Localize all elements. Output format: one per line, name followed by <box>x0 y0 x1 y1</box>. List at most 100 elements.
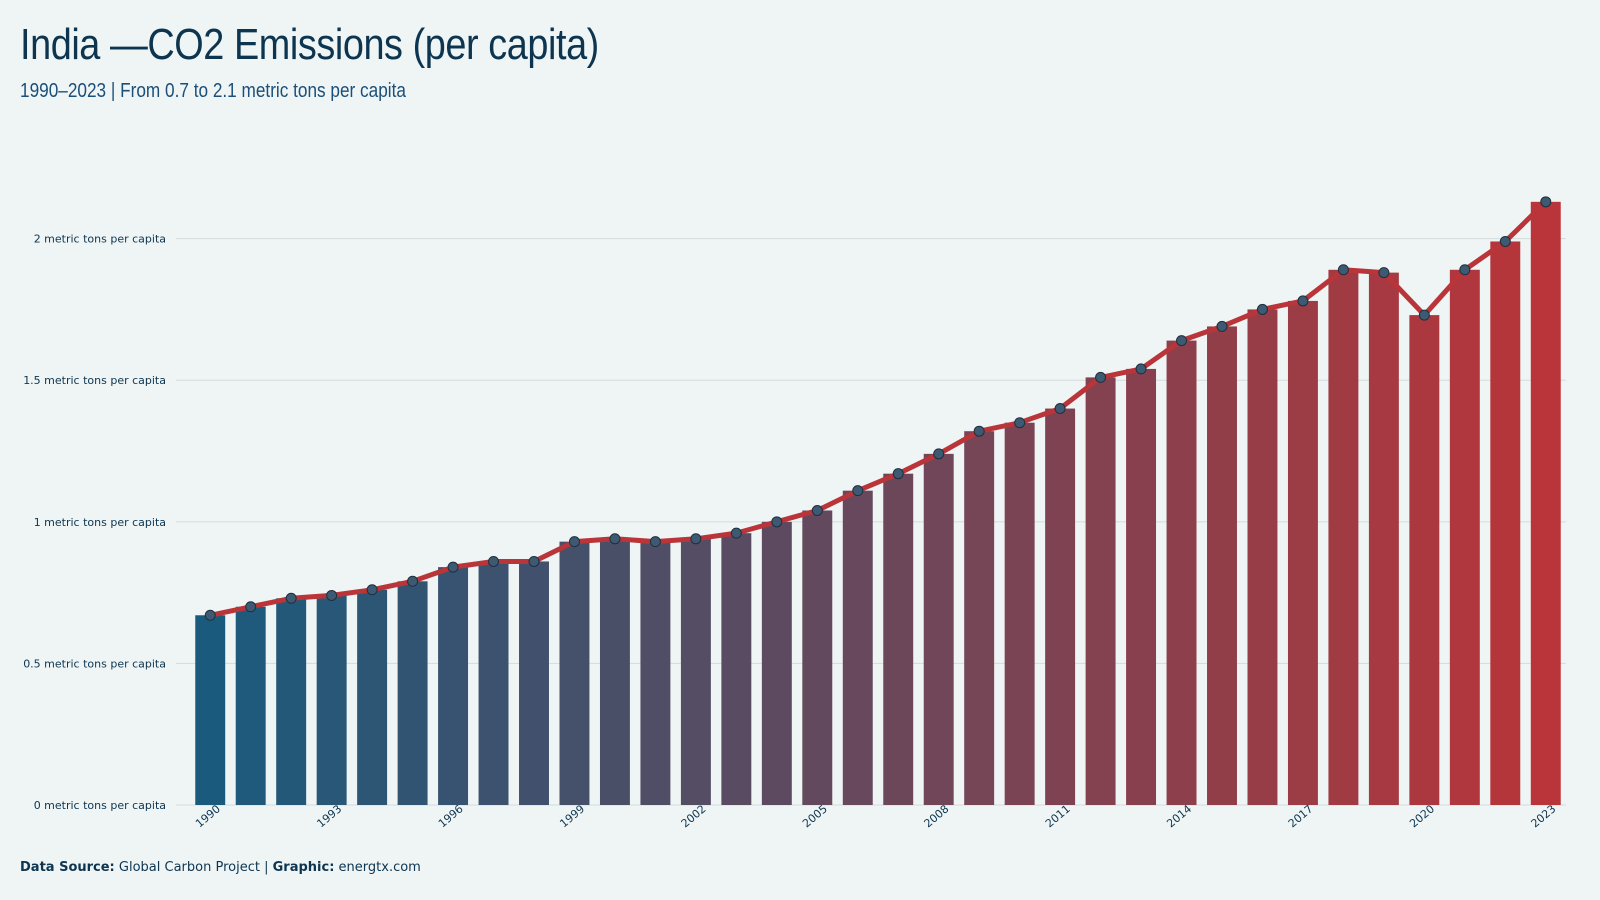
bar-1999 <box>559 541 590 805</box>
point-2017 <box>1297 295 1309 307</box>
bar-1995 <box>397 581 428 805</box>
footer-separator: | <box>264 860 269 875</box>
x-tick-label: 2020 <box>1407 802 1437 830</box>
point-2008 <box>933 448 945 460</box>
bar-2010 <box>1004 422 1035 805</box>
point-2018 <box>1337 264 1349 276</box>
y-tick-label: 0 metric tons per capita <box>34 799 166 812</box>
point-2014 <box>1176 335 1188 347</box>
y-tick-label: 1.5 metric tons per capita <box>23 374 166 387</box>
point-1994 <box>366 584 378 596</box>
x-tick-label: 1990 <box>193 802 223 830</box>
point-2021 <box>1459 264 1471 276</box>
x-tick-label: 2005 <box>800 802 830 830</box>
point-2004 <box>771 516 783 528</box>
bar-2009 <box>964 431 995 805</box>
bar-2006 <box>842 490 873 805</box>
bar-2007 <box>883 473 914 805</box>
point-2016 <box>1256 303 1268 315</box>
bar-2013 <box>1126 368 1157 805</box>
point-1998 <box>528 555 540 567</box>
bar-2008 <box>923 453 954 805</box>
bar-2017 <box>1287 300 1318 805</box>
point-2011 <box>1054 403 1066 415</box>
point-2009 <box>973 425 985 437</box>
bar-2003 <box>721 533 752 805</box>
bar-1998 <box>519 561 549 805</box>
x-tick-label: 1996 <box>436 802 466 830</box>
bar-1997 <box>478 561 509 805</box>
x-tick-label: 1993 <box>314 802 344 830</box>
bar-1991 <box>235 606 266 805</box>
point-2006 <box>852 485 864 497</box>
x-axis-labels: 1990 1993 1996 1999 2002 2005 2008 2011 2014 2017… <box>193 802 1558 830</box>
bar-1996 <box>438 567 469 805</box>
bar-2000 <box>599 538 630 805</box>
series-line <box>207 199 1549 618</box>
point-2015 <box>1216 320 1228 332</box>
point-2019 <box>1378 267 1390 279</box>
graphic-label: Graphic: <box>272 860 335 875</box>
point-1995 <box>407 575 419 587</box>
point-1993 <box>326 589 338 601</box>
bar-2015 <box>1207 326 1237 805</box>
x-tick-label: 2002 <box>679 802 709 830</box>
point-1991 <box>245 601 257 613</box>
point-2005 <box>811 504 823 516</box>
point-2010 <box>1014 417 1026 429</box>
bar-2012 <box>1085 377 1116 805</box>
bar-2019 <box>1368 272 1399 806</box>
y-tick-label: 0.5 metric tons per capita <box>23 657 166 670</box>
bar-2022 <box>1490 241 1521 805</box>
bar-2018 <box>1328 269 1359 805</box>
point-2001 <box>649 536 661 548</box>
bar-2023 <box>1530 201 1561 805</box>
x-tick-label: 2008 <box>922 802 952 830</box>
x-tick-label: 2023 <box>1529 802 1559 830</box>
bar-1990 <box>195 615 226 805</box>
point-2013 <box>1135 363 1147 375</box>
bar-2016 <box>1247 309 1278 805</box>
bar-2001 <box>640 541 671 805</box>
source-label: Data Source: <box>20 860 115 875</box>
chart-subtitle: 1990–2023 | From 0.7 to 2.1 metric tons … <box>20 80 406 102</box>
bar-1993 <box>316 595 347 805</box>
bar-2004 <box>761 521 792 805</box>
x-tick-label: 2011 <box>1043 802 1073 830</box>
point-1996 <box>447 561 459 573</box>
point-2022 <box>1499 235 1511 247</box>
bar-2014 <box>1166 340 1197 805</box>
point-1992 <box>285 592 297 604</box>
bar-2020 <box>1409 315 1440 805</box>
point-1999 <box>568 536 580 548</box>
bar-2002 <box>680 538 711 805</box>
point-2012 <box>1095 371 1107 383</box>
point-2007 <box>892 468 904 480</box>
chart-title: India —CO2 Emissions (per capita) <box>20 20 599 69</box>
bars <box>195 201 1561 806</box>
point-2003 <box>730 527 742 539</box>
point-2002 <box>690 533 702 545</box>
point-2023 <box>1540 196 1552 208</box>
y-axis-labels: 0 metric tons per capita 0.5 metric tons … <box>23 233 166 812</box>
source-value: Global Carbon Project <box>118 860 260 875</box>
x-tick-label: 1999 <box>557 802 587 830</box>
bar-1992 <box>276 598 307 805</box>
x-tick-label: 2017 <box>1286 802 1316 830</box>
point-markers <box>204 196 1552 621</box>
footer: Data Source: Global Carbon Project | Gra… <box>20 860 421 875</box>
point-1997 <box>488 555 500 567</box>
bar-1994 <box>357 589 388 805</box>
bar-2005 <box>802 510 833 805</box>
point-1990 <box>204 609 216 621</box>
bar-2021 <box>1449 269 1480 805</box>
y-tick-label: 2 metric tons per capita <box>34 233 166 246</box>
y-tick-label: 1 metric tons per capita <box>34 516 166 529</box>
bar-2011 <box>1045 408 1076 805</box>
trend-line <box>207 199 1549 618</box>
x-tick-label: 2014 <box>1164 802 1194 830</box>
point-2000 <box>609 533 621 545</box>
graphic-value: energtx.com <box>338 860 421 875</box>
point-2020 <box>1418 309 1430 321</box>
